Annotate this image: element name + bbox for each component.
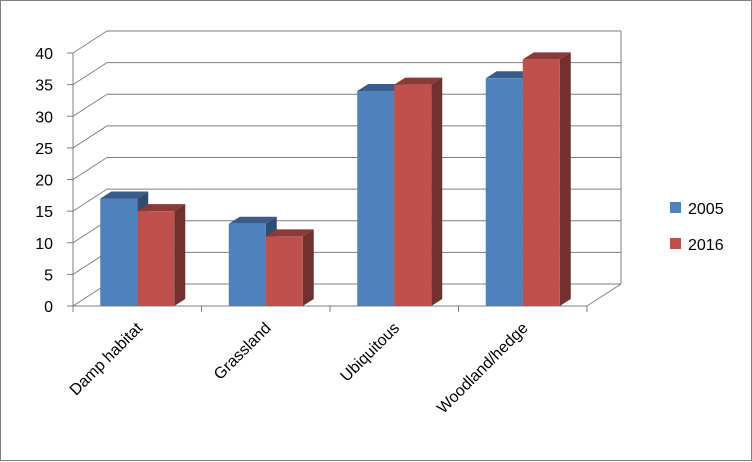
legend: 2005 2016 xyxy=(670,201,724,254)
x-tick-label: Ubiquitous xyxy=(338,320,403,385)
bar-front xyxy=(485,78,523,306)
bar-2016-damp-habitat xyxy=(137,204,186,306)
y-tick-label: 30 xyxy=(35,109,53,126)
bar-top xyxy=(265,229,314,237)
bar-front xyxy=(228,223,266,306)
bar-front xyxy=(394,84,432,306)
bar-2016-ubiquitous xyxy=(394,77,443,306)
bar-top xyxy=(137,204,186,212)
gridline-wall xyxy=(72,93,108,117)
bar-top xyxy=(522,52,571,60)
gridline-wall xyxy=(72,125,108,149)
bar-front xyxy=(137,211,175,306)
x-tick-label: Grassland xyxy=(211,320,275,384)
bar-side xyxy=(431,77,443,306)
y-tick-label: 20 xyxy=(35,173,53,190)
bar-top xyxy=(228,216,277,224)
y-axis-ticks: 0 5 10 15 20 25 30 35 40 xyxy=(35,46,53,316)
bar-side xyxy=(559,52,571,307)
floor-edge xyxy=(586,283,622,307)
bar-top xyxy=(485,71,534,79)
y-tick-label: 35 xyxy=(35,78,53,95)
bar-top xyxy=(394,77,443,85)
y-tick-label: 10 xyxy=(35,236,53,253)
bar-2016-woodland-hedge xyxy=(522,52,571,307)
y-tick-label: 5 xyxy=(44,267,53,284)
gridline-wall xyxy=(72,188,108,212)
gridline-wall xyxy=(72,30,108,54)
x-tick-label: Damp habitat xyxy=(67,319,147,399)
gridline-wall xyxy=(72,157,108,180)
legend-label: 2016 xyxy=(688,237,724,254)
y-tick-label: 0 xyxy=(44,299,53,316)
bar-front xyxy=(357,90,395,306)
x-axis-ticks: Damp habitat Grassland Ubiquitous Woodland/… xyxy=(67,319,532,417)
y-tick-label: 15 xyxy=(35,204,53,221)
bars xyxy=(100,52,571,307)
y-tick-label: 25 xyxy=(35,141,53,158)
bar-top xyxy=(357,83,406,91)
bar-front xyxy=(265,236,303,306)
gridline-wall xyxy=(72,62,108,86)
bar-2016-grassland xyxy=(265,229,314,306)
bar-side xyxy=(174,204,186,306)
legend-swatch xyxy=(670,202,681,213)
bar-top xyxy=(100,191,149,199)
bar-front xyxy=(522,59,560,307)
x-tick-label: Woodland/hedge xyxy=(434,320,531,417)
bar-side xyxy=(302,229,314,306)
legend-label: 2005 xyxy=(688,201,724,218)
bar-front xyxy=(100,198,138,306)
legend-swatch xyxy=(670,238,681,249)
y-tick-label: 40 xyxy=(35,46,53,63)
